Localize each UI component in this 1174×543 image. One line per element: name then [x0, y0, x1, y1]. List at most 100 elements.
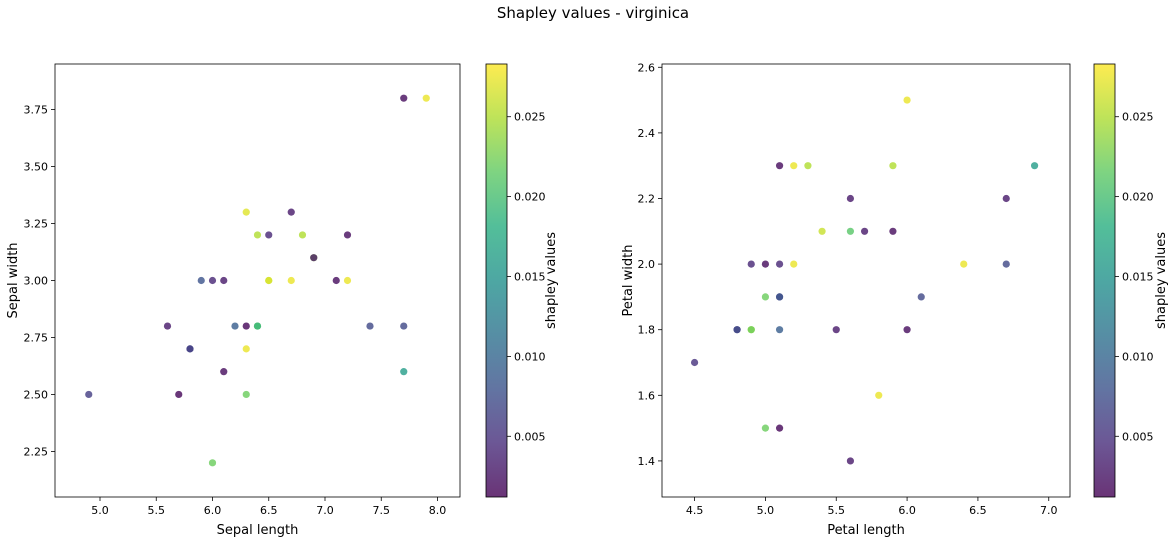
y-axis-label: Petal width	[621, 244, 636, 316]
x-tick-label: 5.5	[148, 504, 166, 517]
chart-panel-1: 5.0 5.5 6.0 6.5 7.0 7.5 8.0 2.25 2.50 2.75 3.00 3.2…	[6, 63, 559, 538]
scatter-point	[917, 293, 925, 301]
y-tick-label: 2.0	[638, 258, 656, 271]
y-tick-label: 2.75	[24, 331, 49, 344]
scatter-point	[400, 368, 408, 376]
scatter-point	[400, 94, 408, 102]
scatter-point	[818, 227, 826, 235]
scatter-point	[242, 322, 250, 330]
x-tick-label: 6.5	[260, 504, 278, 517]
scatter-point	[231, 322, 239, 330]
y-tick-label: 1.8	[638, 324, 656, 337]
y-tick-label: 1.6	[638, 389, 656, 402]
scatter-point	[846, 457, 855, 465]
colorbar-tick-label: 0.025	[1122, 111, 1154, 124]
scatter-point	[903, 326, 911, 334]
x-tick-label: 7.0	[1040, 504, 1058, 517]
scatter-point	[208, 276, 217, 285]
scatter-point	[761, 293, 770, 301]
colorbar-tick-label: 0.025	[514, 111, 546, 124]
scatter-point	[242, 390, 250, 399]
scatter-point	[400, 322, 408, 330]
scatter-point	[220, 276, 228, 285]
scatter-point	[220, 368, 228, 376]
scatter-point	[265, 276, 273, 285]
scatter-point	[846, 194, 855, 203]
scatter-point	[298, 231, 307, 239]
scatter-point	[208, 459, 217, 467]
scatter-point	[733, 326, 741, 334]
x-tick-label: 5.0	[91, 504, 109, 517]
scatter-point	[422, 94, 430, 102]
colorbar-tick-label: 0.020	[514, 191, 546, 204]
scatter-point	[1002, 194, 1010, 203]
scatter-point	[903, 96, 911, 104]
x-tick-label: 7.5	[373, 504, 391, 517]
scatter-point	[242, 345, 250, 353]
scatter-point	[366, 322, 374, 330]
y-tick-label: 2.50	[24, 388, 49, 401]
x-axis-label: Petal length	[827, 523, 905, 538]
y-tick-label: 3.25	[24, 218, 49, 231]
x-tick-label: 5.5	[828, 504, 846, 517]
scatter-point	[889, 227, 897, 235]
figure-title: Shapley values - virginica	[497, 4, 689, 22]
scatter-point	[242, 208, 250, 216]
scatter-point	[775, 293, 784, 301]
scatter-point	[343, 276, 352, 285]
colorbar-label: shapley values	[1154, 232, 1169, 329]
scatter-point	[265, 231, 273, 239]
scatter-point	[960, 260, 968, 268]
y-tick-label: 3.75	[24, 104, 49, 117]
scatter-point	[253, 231, 262, 239]
scatter-point	[790, 260, 798, 268]
x-tick-label: 6.0	[898, 504, 916, 517]
y-tick-label: 3.00	[24, 275, 49, 288]
scatter-point	[747, 260, 755, 268]
y-axis-label: Sepal width	[6, 242, 21, 318]
colorbar-tick-label: 0.005	[1122, 430, 1154, 443]
scatter-point	[761, 260, 770, 268]
scatter-point	[860, 227, 869, 235]
scatter-point	[846, 227, 855, 235]
scatter-point	[197, 276, 205, 285]
scatter-point	[832, 326, 840, 334]
y-tick-label: 2.4	[638, 127, 656, 140]
colorbar	[485, 63, 508, 498]
y-tick-label: 3.50	[24, 161, 49, 174]
scatter-point	[889, 162, 897, 170]
y-tick-label: 1.4	[638, 455, 656, 468]
scatter-point	[690, 358, 699, 367]
scatter-point	[332, 276, 340, 285]
chart-panel-2: 4.5 5.0 5.5 6.0 6.5 7.0 1.4 1.6 1.8 2.0 2.2 2.4 2.6 P…	[621, 61, 1169, 538]
scatter-point	[747, 326, 755, 334]
x-tick-label: 6.0	[204, 504, 222, 517]
colorbar-tick-label: 0.015	[1122, 271, 1154, 284]
scatter-point	[343, 231, 352, 239]
scatter-point	[163, 322, 172, 330]
scatter-point	[287, 276, 295, 285]
scatter-point	[790, 162, 798, 170]
colorbar-tick-label: 0.010	[1122, 350, 1154, 363]
y-tick-label: 2.25	[24, 445, 49, 458]
scatter-point	[175, 390, 183, 399]
scatter-point	[875, 391, 883, 399]
y-tick-label: 2.6	[638, 61, 656, 74]
scatter-point	[85, 390, 93, 399]
colorbar-tick-label: 0.015	[514, 271, 546, 284]
x-tick-label: 4.5	[686, 504, 704, 517]
scatter-point	[775, 162, 784, 170]
scatter-point	[1002, 260, 1010, 268]
x-axis-label: Sepal length	[217, 523, 299, 538]
scatter-point	[310, 254, 318, 262]
colorbar-tick-label: 0.010	[514, 350, 546, 363]
x-tick-label: 8.0	[429, 504, 447, 517]
colorbar-tick-label: 0.020	[1122, 191, 1154, 204]
colorbar-label: shapley values	[544, 232, 559, 329]
scatter-point	[253, 322, 262, 330]
scatter-point	[287, 208, 295, 216]
scatter-point	[775, 260, 784, 268]
scatter-point	[804, 162, 812, 170]
x-tick-label: 5.0	[757, 504, 775, 517]
